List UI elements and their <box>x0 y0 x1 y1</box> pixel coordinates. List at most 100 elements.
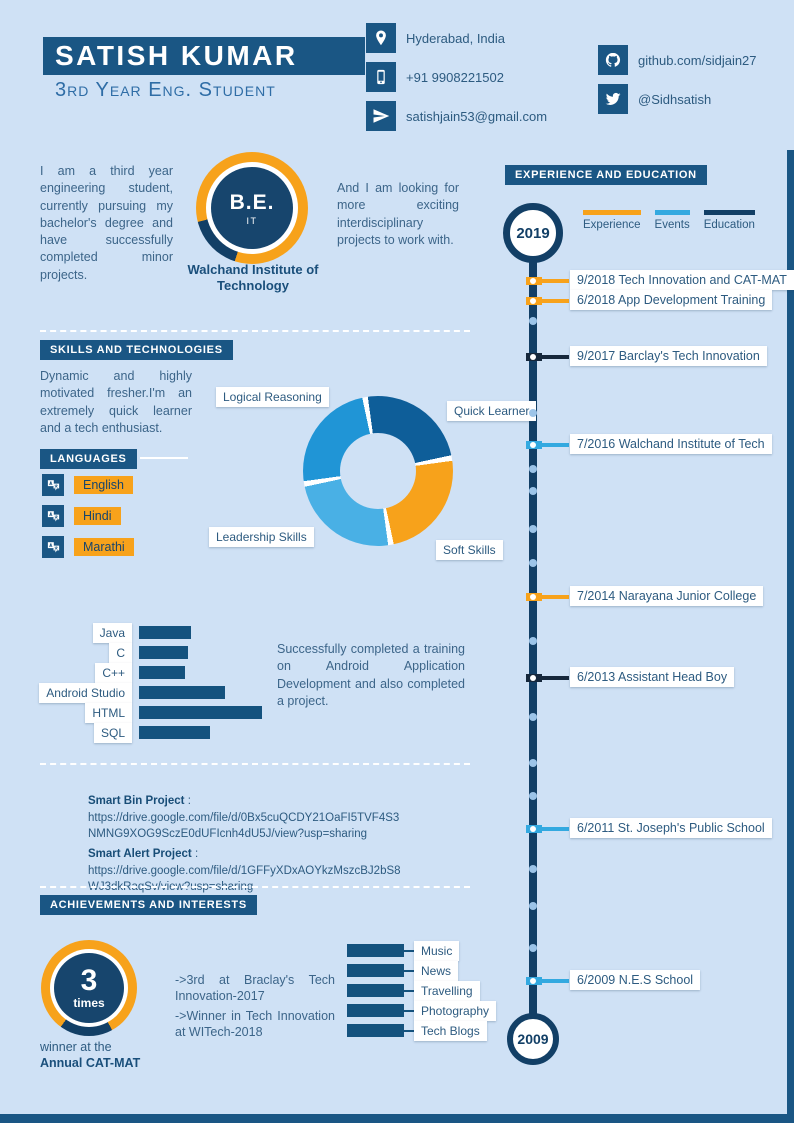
legend-label: Education <box>703 219 755 231</box>
divider <box>40 330 470 332</box>
timeline-node <box>530 278 536 284</box>
project-link[interactable]: https://drive.google.com/file/d/1GFFyXDx… <box>88 864 401 894</box>
language-list: English Hindi Marathi <box>42 474 134 567</box>
timeline-stem <box>542 299 569 303</box>
tech-bar-row: HTML <box>40 702 262 723</box>
legend-color-bar <box>654 210 690 215</box>
social-text[interactable]: @Sidhsatish <box>638 91 712 107</box>
timeline-dot <box>529 525 537 533</box>
timeline-stem <box>542 676 569 680</box>
interest-connector <box>404 989 414 992</box>
timeline-dot <box>529 559 537 567</box>
timeline-entry: 6/2018 App Development Training <box>570 290 773 310</box>
bottom-edge-strip <box>0 1114 794 1123</box>
interest-bar <box>347 964 404 977</box>
legend-item: Events <box>654 210 690 231</box>
donut-label: Quick Learner <box>447 401 537 421</box>
project-label: Smart Bin Project <box>88 795 185 807</box>
timeline-dot <box>529 944 537 952</box>
language-item: Marathi <box>42 536 134 558</box>
languages-rule <box>140 457 188 459</box>
contact-list: Hyderabad, India +91 9908221502 satishjain… <box>366 23 547 140</box>
project-link[interactable]: https://drive.google.com/file/d/0Bx5cuQC… <box>88 811 400 841</box>
contact-text[interactable]: Hyderabad, India <box>406 30 506 46</box>
timeline-stem <box>542 979 569 983</box>
skills-donut-chart <box>303 396 453 546</box>
timeline-entry: 7/2014 Narayana Junior College <box>570 586 764 606</box>
timeline-entry: 6/2013 Assistant Head Boy <box>570 667 735 687</box>
subtitle: 3rd Year Eng. Student <box>55 79 276 101</box>
email-icon <box>366 101 396 131</box>
language-item: English <box>42 474 134 496</box>
twitter-icon <box>598 84 628 114</box>
contact-item: Hyderabad, India <box>366 23 547 53</box>
tech-bar-labelcell: Android Studio <box>39 682 132 703</box>
award-count: 3 <box>80 964 98 997</box>
project-list: Smart Bin Project : https://drive.google… <box>88 793 404 899</box>
tech-bar <box>139 646 188 659</box>
tech-bar-row: Java <box>40 622 262 643</box>
legend-color-bar <box>703 210 755 215</box>
timeline-entry: 9/2018 Tech Innovation and CAT-MAT <box>570 270 794 290</box>
interest-bar <box>347 1024 404 1037</box>
tech-bar-chart: Java C C++ Android Studio HTML SQL <box>39 622 262 744</box>
contact-text[interactable]: satishjain53@gmail.com <box>406 108 548 124</box>
timeline-node <box>530 298 536 304</box>
interest-connector <box>404 949 414 952</box>
timeline-dot <box>529 902 537 910</box>
donut-hole <box>340 433 416 509</box>
timeline-dot <box>529 487 537 495</box>
timeline-entry: 7/2016 Walchand Institute of Tech <box>570 434 772 454</box>
achievement-note: ->3rd at Braclay's Tech Innovation-2017 <box>175 973 335 1004</box>
legend-item: Experience <box>583 210 641 231</box>
degree-field: IT <box>246 215 258 226</box>
social-text[interactable]: github.com/sidjain27 <box>638 52 757 68</box>
contact-item: +91 9908221502 <box>366 62 547 92</box>
legend-item: Education <box>703 210 755 231</box>
timeline-entry: 6/2011 St. Joseph's Public School <box>570 818 772 838</box>
phone-icon <box>366 62 396 92</box>
interest-label: Music <box>414 940 460 961</box>
timeline-entry: 6/2009 N.E.S School <box>570 970 701 990</box>
timeline-stem <box>542 279 569 283</box>
tech-bar-label: C++ <box>95 662 132 683</box>
section-languages-title: LANGUAGES <box>40 449 137 469</box>
timeline-node <box>530 826 536 832</box>
degree-title: B.E. <box>229 190 275 214</box>
timeline-stem <box>542 827 569 831</box>
language-icon <box>42 536 64 558</box>
tech-bar-row: SQL <box>40 722 262 743</box>
degree-badge: B.E. IT <box>196 152 308 264</box>
language-icon <box>42 505 64 527</box>
interest-item: Music <box>347 940 496 961</box>
right-edge-strip <box>787 150 794 1123</box>
interest-item: News <box>347 960 496 981</box>
contact-text[interactable]: +91 9908221502 <box>406 69 504 85</box>
timeline-dot <box>529 637 537 645</box>
timeline-end-year: 2009 <box>507 1013 559 1065</box>
timeline-stem <box>542 355 569 359</box>
tech-bar-labelcell: Java <box>40 622 132 643</box>
divider <box>40 763 470 765</box>
timeline-node <box>530 675 536 681</box>
name-band: SATISH KUMAR <box>43 37 365 75</box>
tech-bar <box>139 666 185 679</box>
interest-label: Tech Blogs <box>414 1020 487 1041</box>
award-badge: 3 times <box>41 940 137 1036</box>
award-caption-line1: winner at the <box>40 1040 112 1054</box>
timeline-dot <box>529 465 537 473</box>
language-label: Hindi <box>74 507 121 525</box>
interest-connector <box>404 1029 414 1032</box>
tech-bar-row: Android Studio <box>39 682 262 703</box>
timeline-stem <box>542 595 569 599</box>
social-item: @Sidhsatish <box>598 84 757 114</box>
legend-label: Experience <box>583 219 641 231</box>
achievement-notes: ->3rd at Braclay's Tech Innovation-2017 -… <box>175 972 335 1043</box>
tech-bar-row: C <box>40 642 262 663</box>
location-icon <box>366 23 396 53</box>
timeline-dot <box>529 865 537 873</box>
donut-label: Soft Skills <box>436 540 503 560</box>
tech-bar-label: Android Studio <box>39 682 132 703</box>
tech-bar <box>139 686 225 699</box>
timeline-dot <box>529 759 537 767</box>
